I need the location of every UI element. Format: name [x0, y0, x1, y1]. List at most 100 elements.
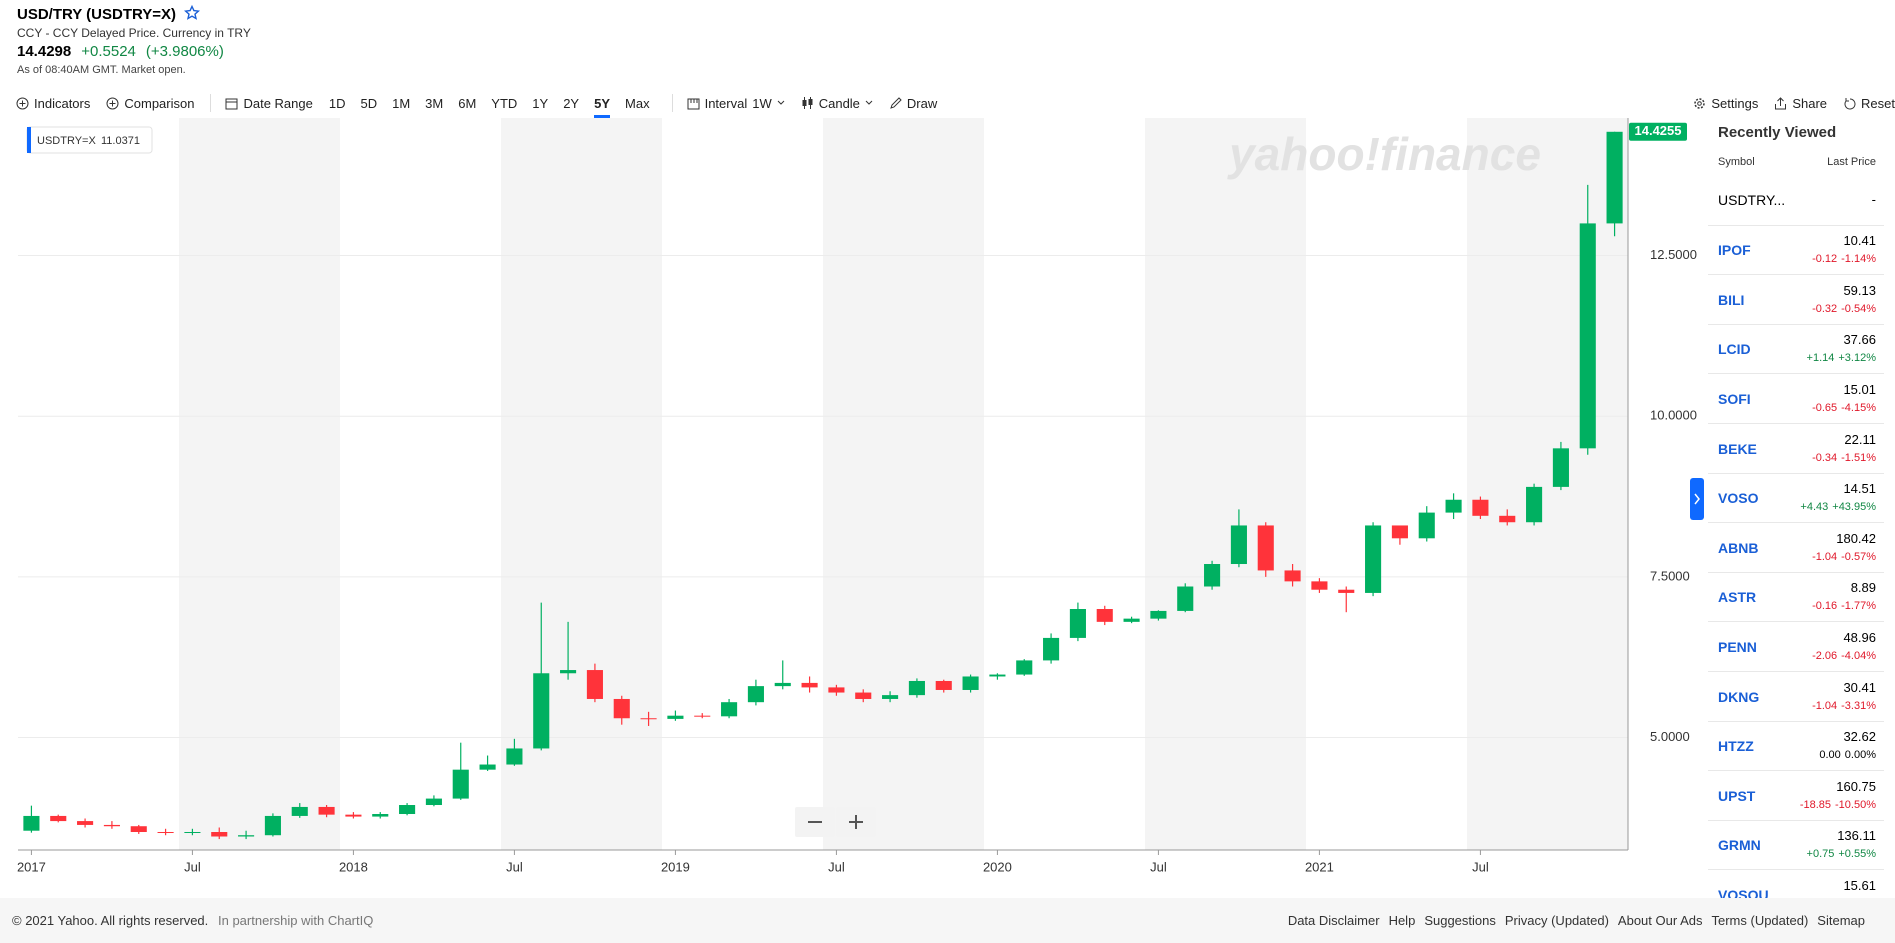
last-price: 22.11 [1844, 431, 1876, 447]
candle-body [1391, 525, 1408, 539]
last-price: 180.42 [1836, 530, 1876, 546]
change: -0.12 -1.14% [1812, 253, 1876, 265]
change-pct: +3.12% [1838, 352, 1876, 365]
watchlist-row[interactable]: BEKE 22.11 -0.34 -1.51% [1708, 424, 1884, 474]
symbol[interactable]: VOSOU [1718, 887, 1769, 898]
footer-link[interactable]: Privacy (Updated) [1504, 913, 1609, 928]
footer-link[interactable]: Sitemap [1817, 913, 1865, 928]
comparison-button[interactable]: Comparison [106, 96, 194, 111]
symbol-header: Symbol [1718, 156, 1755, 168]
reset-button[interactable]: Reset [1843, 96, 1895, 111]
y-tick-label: 5.0000 [1650, 729, 1690, 744]
range-button[interactable]: Max [625, 95, 650, 111]
last-price: 8.89 [1850, 580, 1876, 596]
symbol[interactable]: BILI [1718, 291, 1745, 308]
symbol[interactable]: SOFI [1718, 391, 1751, 407]
x-tick-label: Jul [828, 859, 845, 874]
watchlist-row[interactable]: USDTRY... - [1708, 176, 1884, 226]
footer-link[interactable]: Terms (Updated) [1711, 913, 1809, 928]
settings-button[interactable]: Settings [1693, 96, 1758, 111]
candle-body [1499, 515, 1516, 523]
candle-body [50, 815, 67, 822]
symbol[interactable]: USDTRY... [1718, 192, 1786, 208]
range-button[interactable]: 2Y [563, 95, 580, 111]
candle-body [1123, 618, 1140, 622]
symbol[interactable]: HTZZ [1718, 738, 1754, 755]
recently-viewed-panel: Recently Viewed Symbol Last Price USDTRY… [1708, 118, 1888, 898]
last-price: 59.13 [1843, 282, 1876, 298]
watchlist-row[interactable]: GRMN 136.11 +0.75 +0.55% [1708, 820, 1884, 871]
change-value: +4.43 [1800, 501, 1829, 514]
range-button[interactable]: 1Y [532, 95, 549, 111]
symbol[interactable]: ASTR [1718, 589, 1757, 606]
candle-body [1526, 486, 1543, 523]
toolbar: Indicators Comparison Date Range 1D 5D 1M 3… [16, 92, 953, 118]
symbol[interactable]: BEKE [1718, 440, 1757, 457]
watchlist-row[interactable]: HTZZ 32.62 0.00 0.00% [1708, 721, 1884, 772]
watchlist-row[interactable]: IPOF 10.41 -0.12 -1.14% [1708, 225, 1884, 276]
range-button[interactable]: 1M [392, 95, 411, 111]
quote-subtitle: CCY - CCY Delayed Price. Currency in TRY [17, 26, 251, 40]
range-button[interactable]: 1D [328, 95, 346, 111]
change-value: -18.85 [1799, 798, 1832, 811]
range-button[interactable]: 5D [360, 95, 378, 111]
symbol[interactable]: UPST [1718, 787, 1756, 804]
footer-link[interactable]: Suggestions [1424, 913, 1496, 928]
icon [1844, 97, 1856, 109]
indicators-button[interactable]: Indicators [16, 96, 90, 111]
watchlist-row[interactable]: LCID 37.66 +1.14 +3.12% [1708, 324, 1884, 375]
symbol[interactable]: ABNB [1718, 539, 1759, 556]
price-change-pct: (+3.9806%) [145, 43, 224, 60]
watchlist-row[interactable]: BILI 59.13 -0.32 -0.54% [1708, 275, 1884, 325]
watchlist-row[interactable]: SOFI 15.01 -0.65 -4.15% [1708, 374, 1884, 424]
panel-toggle-icon [1694, 493, 1700, 505]
change: -0.32 -0.54% [1812, 303, 1876, 315]
symbol[interactable]: LCID [1718, 341, 1751, 358]
symbol[interactable]: DKNG [1718, 688, 1760, 705]
favorite-star[interactable] [184, 5, 200, 21]
candle-body [1043, 637, 1060, 661]
symbol[interactable]: VOSO [1718, 490, 1759, 507]
candle-body [1552, 448, 1569, 487]
x-tick-label: Jul [506, 859, 523, 874]
change-pct: -10.50% [1835, 798, 1876, 811]
change: 0.00 0.00% [1819, 749, 1876, 761]
last-price-tag [1629, 122, 1687, 141]
footer-link[interactable]: Help [1388, 913, 1416, 928]
caret [865, 100, 873, 105]
share-button[interactable]: Share [1774, 96, 1827, 111]
range-button[interactable]: YTD [491, 95, 518, 111]
panel-toggle[interactable] [1690, 478, 1704, 520]
footer-link[interactable]: Data Disclaimer [1287, 913, 1380, 928]
separator [671, 94, 673, 112]
candle-body [506, 748, 523, 765]
watchlist-row[interactable]: DKNG 30.41 -1.04 -3.31% [1708, 672, 1884, 722]
change-pct: -0.57% [1841, 550, 1876, 563]
range-button[interactable]: 5Y [594, 96, 611, 118]
symbol[interactable]: GRMN [1718, 837, 1761, 854]
candle-body [238, 835, 255, 837]
range-button[interactable]: 3M [425, 95, 444, 111]
watchlist-row[interactable]: UPST 160.75 -18.85 -10.50% [1708, 771, 1884, 821]
y-tick-label: 12.5000 [1650, 247, 1697, 262]
watchlist-row[interactable]: ASTR 8.89 -0.16 -1.77% [1708, 572, 1884, 623]
watchlist-row[interactable]: PENN 48.96 -2.06 -4.04% [1708, 622, 1884, 672]
range-button[interactable]: 6M [458, 95, 477, 111]
interval-button[interactable]: Interval 1W [687, 96, 785, 111]
symbol[interactable]: PENN [1718, 639, 1757, 655]
candle-body [1177, 586, 1194, 611]
footer-link[interactable]: About Our Ads [1617, 913, 1703, 928]
chart-style-button[interactable]: Candle [801, 96, 873, 111]
watchlist-row[interactable]: ABNB 180.42 -1.04 -0.57% [1708, 523, 1884, 573]
watchlist-row[interactable]: VOSO 14.51 +4.43 +43.95% [1708, 473, 1884, 524]
date-range-button[interactable]: Date Range [225, 96, 313, 111]
range-buttons: 1D 5D 1M 3M 6M YTD 1Y 2Y 5Y Max [328, 95, 650, 118]
label: Reset [1861, 95, 1895, 111]
zoom-controls[interactable] [795, 807, 876, 837]
candle-body [721, 702, 738, 717]
draw-button[interactable]: Draw [889, 96, 937, 111]
symbol[interactable]: IPOF [1718, 242, 1751, 259]
candle-body [935, 680, 952, 690]
last-price: 48.96 [1843, 630, 1876, 645]
